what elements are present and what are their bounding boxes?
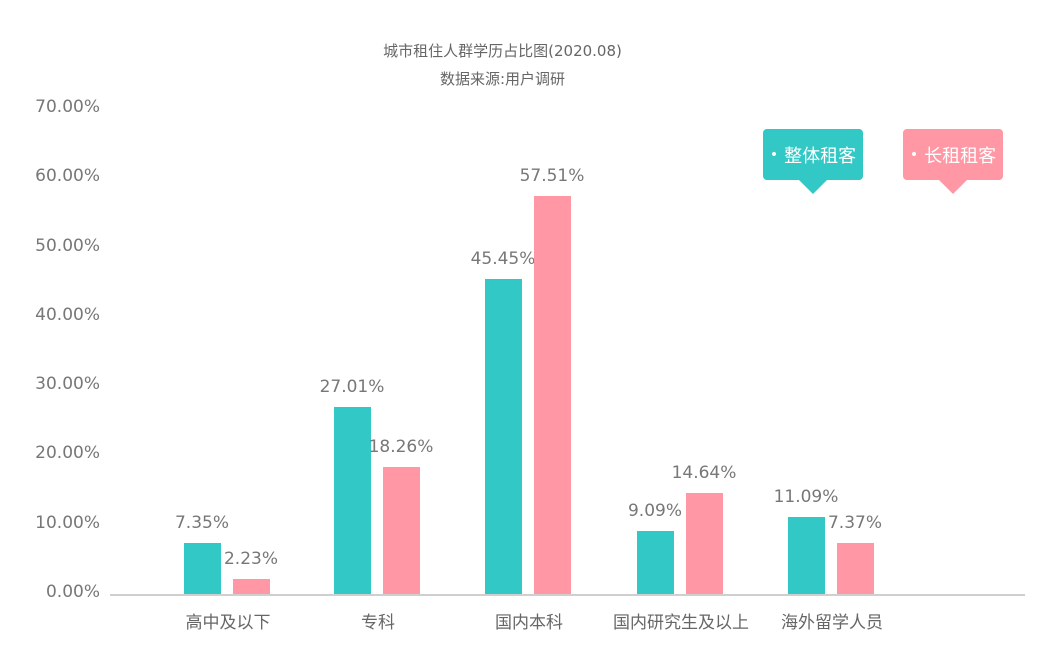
legend-item-overall[interactable]: • 整体租客 (763, 129, 863, 194)
chart-subtitle: 数据来源:用户调研 (439, 70, 566, 88)
y-tick-label: 20.00% (35, 443, 100, 464)
legend-label: 长租租客 (924, 145, 997, 167)
value-label: 7.35% (174, 513, 229, 534)
bar[interactable] (334, 406, 371, 594)
x-tick-label: 高中及以下 (185, 613, 271, 633)
y-tick-label: 40.00% (35, 304, 100, 325)
x-tick-label: 国内研究生及以上 (613, 613, 749, 633)
value-label: 45.45% (470, 249, 536, 270)
y-tick-label: 50.00% (35, 235, 100, 256)
y-tick-label: 10.00% (35, 512, 100, 533)
bar[interactable] (534, 195, 571, 594)
value-label: 11.09% (773, 487, 839, 508)
bar[interactable] (788, 517, 825, 594)
y-tick-label: 30.00% (35, 374, 100, 395)
x-tick-label: 海外留学人员 (781, 613, 883, 633)
chart-title: 城市租住人群学历占比图(2020.08) (383, 42, 622, 60)
value-label: 14.64% (671, 462, 737, 483)
value-label: 9.09% (627, 501, 682, 522)
x-tick-label: 国内本科 (495, 613, 563, 633)
bar[interactable] (837, 542, 874, 594)
bar[interactable] (184, 543, 221, 594)
value-label: 18.26% (368, 437, 434, 458)
y-tick-label: 0.00% (45, 582, 100, 602)
value-label: 27.01% (319, 376, 385, 397)
bullet-icon: • (769, 146, 779, 163)
bar[interactable] (686, 492, 723, 594)
x-tick-label: 专科 (361, 613, 395, 633)
x-axis-line (110, 594, 1025, 596)
value-label: 7.37% (827, 512, 882, 533)
y-tick-label: 60.00% (35, 166, 100, 187)
bar[interactable] (485, 279, 522, 594)
bar[interactable] (383, 467, 420, 594)
value-label: 2.23% (223, 548, 278, 569)
callout-tail (799, 180, 827, 194)
legend-item-long-term[interactable]: • 长租租客 (903, 129, 1003, 194)
value-label: 57.51% (519, 165, 585, 186)
y-tick-label: 70.00% (35, 97, 100, 117)
bar[interactable] (637, 531, 674, 594)
legend-label: 整体租客 (784, 145, 857, 167)
bar[interactable] (233, 578, 270, 594)
bullet-icon: • (909, 146, 919, 163)
callout-tail (939, 180, 967, 194)
